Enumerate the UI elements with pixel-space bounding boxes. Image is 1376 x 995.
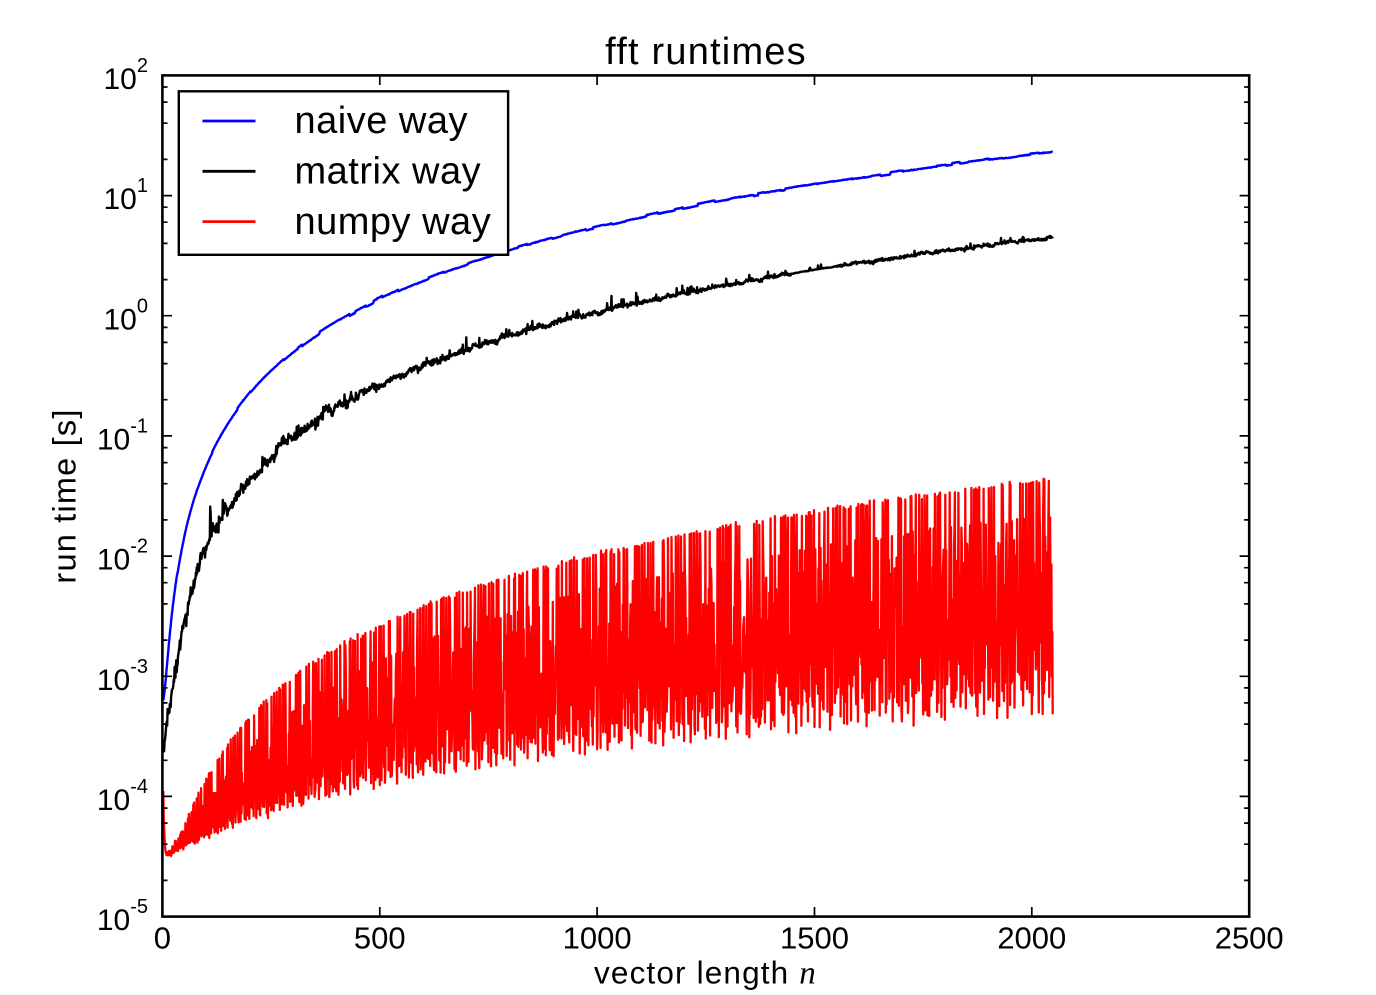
svg-text:1500: 1500 xyxy=(780,921,849,956)
svg-text:run time [s]: run time [s] xyxy=(47,408,83,583)
svg-text:vector length n: vector length n xyxy=(594,955,817,992)
svg-text:naive way: naive way xyxy=(295,100,468,142)
svg-text:fft runtimes: fft runtimes xyxy=(605,31,807,73)
svg-text:2000: 2000 xyxy=(997,921,1066,956)
svg-text:0: 0 xyxy=(154,921,171,956)
svg-text:500: 500 xyxy=(354,921,406,956)
svg-text:numpy way: numpy way xyxy=(295,201,492,243)
svg-text:matrix way: matrix way xyxy=(295,151,482,193)
svg-text:1000: 1000 xyxy=(563,921,632,956)
svg-text:2500: 2500 xyxy=(1215,921,1284,956)
